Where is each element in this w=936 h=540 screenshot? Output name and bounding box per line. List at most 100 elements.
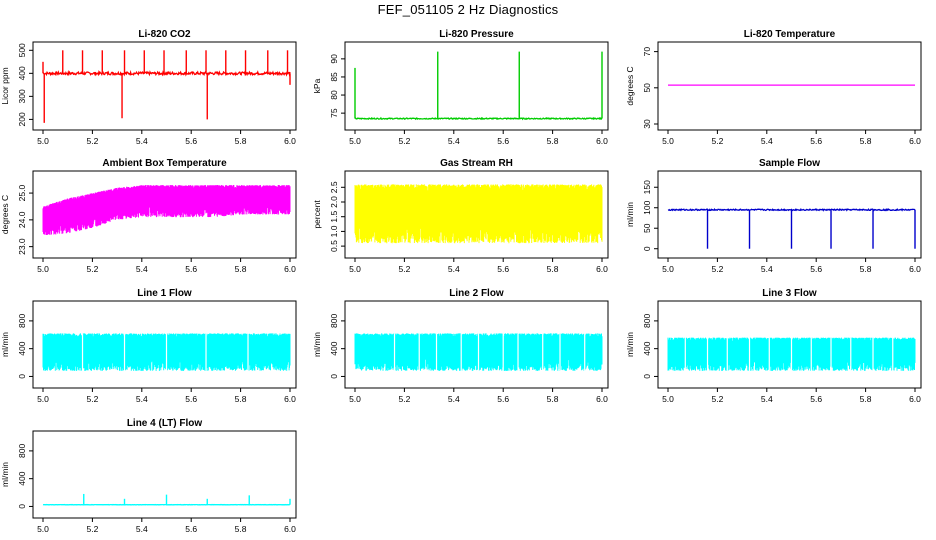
y-axis: 75 80 85 90 xyxy=(329,54,345,118)
x-tick-label: 5.2 xyxy=(86,524,98,534)
y-tick-label: 400 xyxy=(17,66,27,80)
x-tick-label: 5.2 xyxy=(86,394,98,404)
panel-10: Line 4 (LT) Flow ml/min 5.0 5.2 5.4 5.6 5.8 6.0… xyxy=(0,418,297,534)
x-tick-label: 5.8 xyxy=(860,264,872,274)
series-2 xyxy=(354,51,603,121)
series-9 xyxy=(667,337,916,371)
x-tick-label: 5.6 xyxy=(185,394,197,404)
x-tick-label: 5.6 xyxy=(185,264,197,274)
y-tick-label: 800 xyxy=(329,314,339,328)
x-tick-label: 5.8 xyxy=(860,136,872,146)
data-band xyxy=(354,184,603,244)
y-tick-label: 400 xyxy=(642,341,652,355)
x-axis: 5.0 5.2 5.4 5.6 5.8 6.0 xyxy=(37,387,296,404)
panel-1: Li-820 CO2 Licor ppm 5.0 5.2 5.4 5.6 5.8 6.0 200… xyxy=(0,29,297,146)
y-axis-label: ml/min xyxy=(625,332,635,357)
x-tick-label: 5.6 xyxy=(185,136,197,146)
x-tick-label: 5.6 xyxy=(497,136,509,146)
x-tick-label: 5.6 xyxy=(497,394,509,404)
series-4 xyxy=(42,185,291,235)
x-tick-label: 5.0 xyxy=(37,524,49,534)
y-tick-label: 0 xyxy=(642,374,652,379)
y-tick-label: 23.0 xyxy=(17,238,27,255)
x-tick-label: 5.4 xyxy=(448,136,460,146)
x-tick-label: 5.4 xyxy=(761,264,773,274)
x-tick-label: 5.2 xyxy=(711,394,723,404)
x-tick-label: 5.4 xyxy=(136,524,148,534)
x-tick-label: 6.0 xyxy=(596,394,608,404)
y-tick-label: 90 xyxy=(329,54,339,64)
y-tick-label: 2.0 xyxy=(329,196,339,208)
x-tick-label: 5.4 xyxy=(136,264,148,274)
x-tick-label: 5.2 xyxy=(711,136,723,146)
x-axis: 5.0 5.2 5.4 5.6 5.8 6.0 xyxy=(349,129,608,146)
x-tick-label: 5.2 xyxy=(711,264,723,274)
y-axis-label: Licor ppm xyxy=(0,67,10,104)
panel-title: Ambient Box Temperature xyxy=(102,158,227,169)
series-6 xyxy=(667,207,916,249)
figure-title: FEF_051105 2 Hz Diagnostics xyxy=(377,2,559,17)
x-tick-label: 6.0 xyxy=(909,264,921,274)
panel-8: Line 2 Flow ml/min 5.0 5.2 5.4 5.6 5.8 6.0 0 400 8… xyxy=(312,288,609,404)
panel-title: Li-820 Pressure xyxy=(439,29,514,40)
x-tick-label: 5.2 xyxy=(398,136,410,146)
y-tick-label: 200 xyxy=(17,112,27,126)
x-tick-label: 5.6 xyxy=(185,524,197,534)
x-axis: 5.0 5.2 5.4 5.6 5.8 6.0 xyxy=(662,387,921,404)
y-tick-label: 24.0 xyxy=(17,211,27,228)
x-tick-label: 5.8 xyxy=(547,394,559,404)
x-tick-label: 5.8 xyxy=(547,136,559,146)
x-tick-label: 6.0 xyxy=(284,524,296,534)
x-tick-label: 5.4 xyxy=(136,394,148,404)
panel-title: Line 2 Flow xyxy=(449,288,504,299)
x-tick-label: 5.8 xyxy=(235,136,247,146)
data-band xyxy=(42,333,291,371)
y-tick-label: 100 xyxy=(642,200,652,214)
x-axis: 5.0 5.2 5.4 5.6 5.8 6.0 xyxy=(662,257,921,274)
data-line xyxy=(42,69,291,77)
y-axis: 0 400 800 xyxy=(329,314,345,379)
x-tick-label: 5.4 xyxy=(136,136,148,146)
y-axis-label: degrees C xyxy=(0,195,10,234)
x-tick-label: 5.8 xyxy=(235,524,247,534)
data-band xyxy=(667,337,916,371)
y-tick-label: 300 xyxy=(17,89,27,103)
x-tick-label: 5.2 xyxy=(86,136,98,146)
series-5 xyxy=(354,184,603,244)
y-axis-label: percent xyxy=(312,200,322,229)
x-tick-label: 5.4 xyxy=(761,136,773,146)
x-tick-label: 5.2 xyxy=(398,394,410,404)
y-tick-label: 1.0 xyxy=(329,225,339,237)
y-axis-label: ml/min xyxy=(625,202,635,227)
data-band xyxy=(42,185,291,235)
data-line xyxy=(354,116,603,121)
y-tick-label: 0 xyxy=(642,246,652,251)
plot-frame xyxy=(657,170,922,259)
x-tick-label: 5.0 xyxy=(37,136,49,146)
x-tick-label: 5.0 xyxy=(662,264,674,274)
x-tick-label: 5.4 xyxy=(448,264,460,274)
x-tick-label: 5.8 xyxy=(860,394,872,404)
x-tick-label: 5.6 xyxy=(497,264,509,274)
x-tick-label: 5.4 xyxy=(761,394,773,404)
x-tick-label: 5.0 xyxy=(349,264,361,274)
y-axis-label: ml/min xyxy=(0,462,10,487)
y-tick-label: 2.5 xyxy=(329,181,339,193)
panel-6: Sample Flow ml/min 5.0 5.2 5.4 5.6 5.8 6.0 0 50 10… xyxy=(625,158,922,274)
series-1 xyxy=(42,50,291,123)
y-tick-label: 0 xyxy=(17,504,27,509)
x-tick-label: 5.0 xyxy=(662,136,674,146)
x-tick-label: 6.0 xyxy=(596,264,608,274)
y-tick-label: 400 xyxy=(17,471,27,485)
y-tick-label: 25.0 xyxy=(17,185,27,202)
x-axis: 5.0 5.2 5.4 5.6 5.8 6.0 xyxy=(662,129,921,146)
y-axis-label: kPa xyxy=(312,78,322,93)
x-axis: 5.0 5.2 5.4 5.6 5.8 6.0 xyxy=(349,387,608,404)
y-tick-label: 0 xyxy=(329,374,339,379)
panel-title: Gas Stream RH xyxy=(440,158,513,169)
x-axis: 5.0 5.2 5.4 5.6 5.8 6.0 xyxy=(37,129,296,146)
y-tick-label: 500 xyxy=(17,43,27,57)
